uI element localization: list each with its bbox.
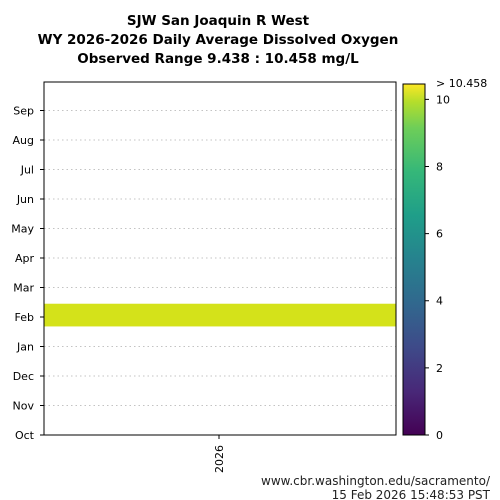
colorbar-tick-label-10: 10 [436,93,450,106]
y-tick-label-sep: Sep [13,105,34,118]
plot-frame [43,81,397,436]
y-tick-label-may: May [11,223,34,236]
y-tick-label-nov: Nov [13,400,35,413]
colorbar-top-label: > 10.458 [436,77,487,90]
colorbar-tick-label-4: 4 [436,295,443,308]
x-tick-label-2026: 2026 [213,445,226,473]
colorbar-gradient [402,83,426,436]
y-tick-label-jun: Jun [16,193,34,206]
chart-title-line-2: WY 2026-2026 Daily Average Dissolved Oxy… [38,32,399,48]
colorbar: 0 2 4 6 8 10 > 10.458 [402,77,487,442]
footer-timestamp: 15 Feb 2026 15:48:53 PST [332,488,491,500]
chart-title-line-3: Observed Range 9.438 : 10.458 mg/L [77,51,359,67]
colorbar-tick-label-2: 2 [436,362,443,375]
y-tick-label-feb: Feb [15,311,34,324]
colorbar-tick-label-0: 0 [436,429,443,442]
y-tick-label-mar: Mar [13,282,34,295]
y-tick-label-aug: Aug [13,134,34,147]
y-tick-label-dec: Dec [13,370,34,383]
y-tick-label-apr: Apr [15,252,35,265]
colorbar-tick-label-6: 6 [436,228,443,241]
colorbar-tick-label-8: 8 [436,160,443,173]
footer-url: www.cbr.washington.edu/sacramento/ [261,474,491,488]
chart-title-line-1: SJW San Joaquin R West [127,13,310,29]
plot-area: Oct Nov Dec Jan Feb Mar Apr May Jun Jul Aug Sep 2026 [11,81,397,473]
y-tick-label-jan: Jan [16,341,34,354]
y-tick-label-oct: Oct [15,429,35,442]
y-tick-label-jul: Jul [20,164,34,177]
data-cell-0 [44,303,396,327]
